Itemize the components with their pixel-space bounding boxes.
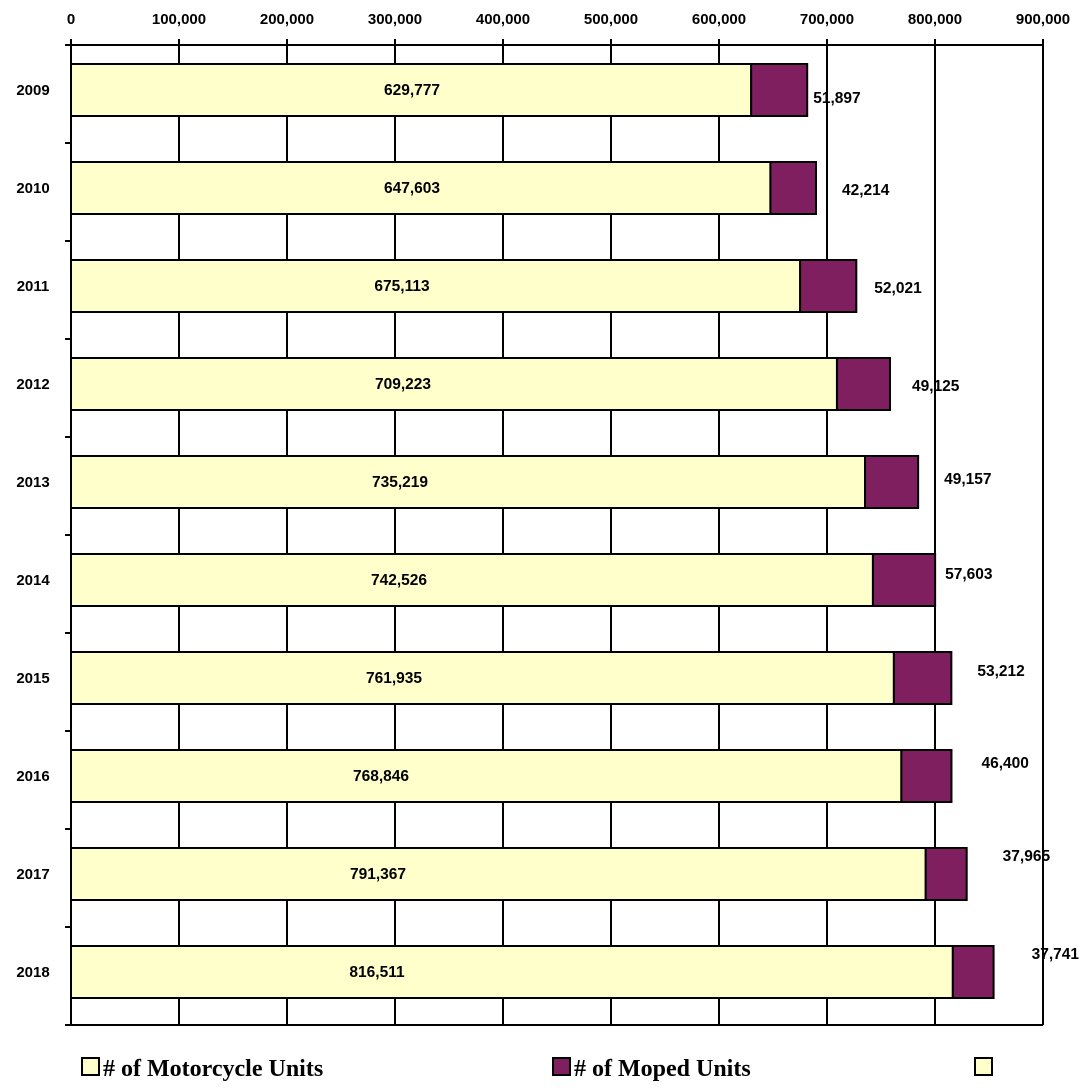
data-label-moped: 57,603 — [945, 566, 993, 583]
data-label-motorcycle: 768,846 — [353, 768, 409, 785]
legend-label-motorcycle: # of Motorcycle Units — [103, 1056, 323, 1082]
data-label-moped: 52,021 — [874, 280, 922, 297]
bar-moped — [900, 749, 953, 803]
bar-motorcycle — [70, 455, 867, 509]
bar-moped — [864, 455, 920, 509]
bar-moped — [924, 847, 968, 901]
data-label-motorcycle: 742,526 — [371, 572, 427, 589]
legend: # of Motorcycle Units # of Moped Units — [81, 1056, 993, 1082]
bar-moped — [892, 651, 953, 705]
x-tick-label: 100,000 — [152, 11, 206, 28]
x-tick-label: 600,000 — [692, 11, 746, 28]
data-label-moped: 53,212 — [977, 663, 1024, 680]
x-tick-label: 500,000 — [584, 11, 638, 28]
axes: 0 100,000 200,000 300,000 400,000 500,000 600,… — [65, 11, 1070, 1026]
data-label-motorcycle: 629,777 — [384, 82, 440, 99]
x-tick-label: 0 — [67, 11, 75, 28]
y-tick-label: 2011 — [17, 278, 50, 295]
data-label-motorcycle: 816,511 — [349, 964, 405, 981]
data-label-moped: 37,965 — [1003, 848, 1051, 865]
bar-moped — [835, 357, 892, 411]
bar-moped — [799, 259, 858, 313]
bar-motorcycle — [70, 945, 954, 999]
y-tick-label: 2013 — [16, 474, 49, 491]
data-labels: 2009 629,777 51,897 2010 647,603 42,214 2011 67… — [16, 82, 1079, 981]
data-label-moped: 49,157 — [944, 471, 991, 488]
bar-motorcycle — [70, 651, 895, 705]
legend-swatch-moped — [552, 1057, 571, 1076]
data-label-moped: 42,214 — [842, 182, 890, 199]
x-tick-label: 700,000 — [800, 11, 854, 28]
bar-motorcycle — [70, 357, 838, 411]
data-label-motorcycle: 647,603 — [384, 180, 440, 197]
x-tick-label: 800,000 — [908, 11, 962, 28]
bar-motorcycle — [70, 553, 874, 607]
legend-swatch-motorcycle — [81, 1057, 100, 1076]
bar-moped — [750, 63, 809, 117]
y-tick-label: 2014 — [16, 572, 50, 589]
data-label-motorcycle: 761,935 — [366, 670, 422, 687]
data-label-moped: 51,897 — [813, 90, 860, 107]
bar-moped — [951, 945, 995, 999]
data-label-motorcycle: 709,223 — [375, 376, 431, 393]
y-tick-label: 2015 — [16, 670, 49, 687]
y-tick-label: 2018 — [16, 964, 49, 981]
legend-label-moped: # of Moped Units — [574, 1056, 751, 1082]
x-tick-label: 300,000 — [368, 11, 422, 28]
y-tick-label: 2016 — [16, 768, 49, 785]
bars — [70, 63, 995, 999]
x-tick-label: 200,000 — [260, 11, 314, 28]
legend-swatch-empty — [974, 1057, 993, 1076]
x-tick-label: 400,000 — [476, 11, 530, 28]
bar-motorcycle — [70, 749, 903, 803]
bar-moped — [871, 553, 937, 607]
bar-motorcycle — [70, 259, 802, 313]
y-tick-label: 2017 — [16, 866, 49, 883]
data-label-moped: 46,400 — [981, 755, 1028, 772]
data-label-moped: 49,125 — [912, 378, 960, 395]
bar-motorcycle — [70, 847, 927, 901]
y-tick-label: 2010 — [16, 180, 49, 197]
data-label-moped: 37,741 — [1032, 946, 1080, 963]
y-tick-label: 2009 — [16, 82, 49, 99]
data-label-motorcycle: 791,367 — [350, 866, 406, 883]
bar-moped — [769, 161, 818, 215]
data-label-motorcycle: 735,219 — [372, 474, 428, 491]
y-tick-label: 2012 — [16, 376, 49, 393]
data-label-motorcycle: 675,113 — [374, 278, 430, 295]
x-tick-label: 900,000 — [1016, 11, 1070, 28]
